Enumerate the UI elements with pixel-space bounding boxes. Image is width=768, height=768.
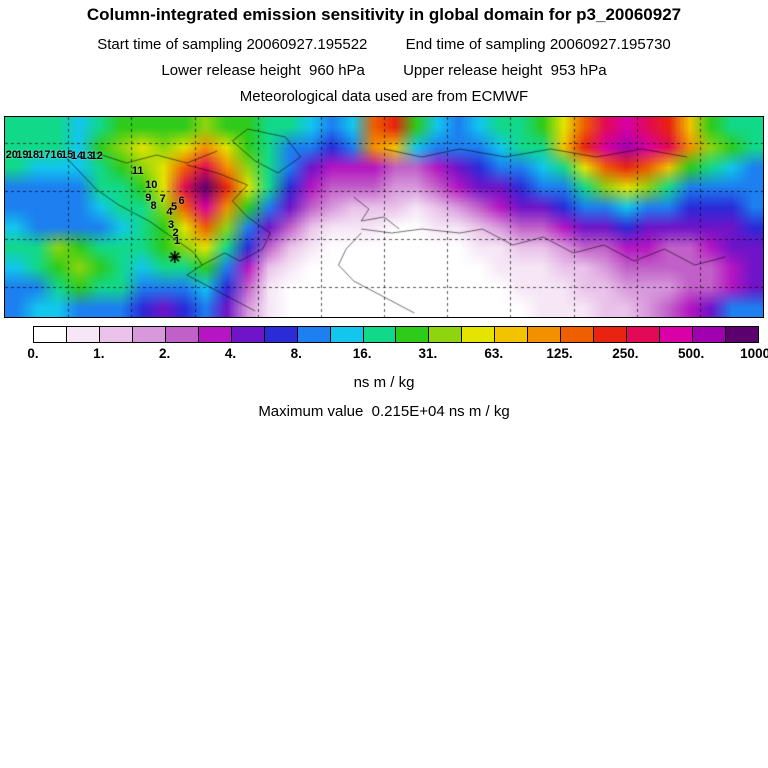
release-heights-line: Lower release height 960 hPa Upper relea…: [0, 62, 768, 79]
colorbar-segment: [34, 327, 66, 342]
colorbar-tick-label: 31.: [418, 346, 438, 361]
colorbar-tick-label: 500.: [678, 346, 705, 361]
colorbar-segment: [560, 327, 594, 342]
colorbar-segment: [65, 327, 99, 342]
upper-release-height-label: Upper release height 953 hPa: [403, 62, 607, 79]
colorbar-segment: [362, 327, 396, 342]
units-label: ns m / kg: [353, 374, 415, 391]
colorbar-segment: [659, 327, 693, 342]
colorbar-tick-label: 250.: [612, 346, 639, 361]
colorbar-tick-label: 16.: [352, 346, 372, 361]
start-time-label: Start time of sampling 20060927.195522: [97, 36, 368, 53]
colorbar-segment: [527, 327, 561, 342]
colorbar-segment: [296, 327, 330, 342]
colorbar-tick-label: 125.: [546, 346, 573, 361]
colorbar-segment: [131, 327, 165, 342]
colorbar-segment: [164, 327, 198, 342]
lower-release-height-label: Lower release height 960 hPa: [161, 62, 365, 79]
colorbar-segment: [263, 327, 297, 342]
colorbar-tick-label: 4.: [224, 346, 237, 361]
colorbar-segment: [329, 327, 363, 342]
colorbar-tick-label: 0.: [27, 346, 39, 361]
colorbar-segment: [626, 327, 660, 342]
colorbar-tick-label: 1.: [93, 346, 105, 361]
colorbar-tick-label: 1000.: [740, 346, 768, 361]
colorbar-segment: [197, 327, 231, 342]
colorbar-segment: [230, 327, 264, 342]
sensitivity-map: 20 19 18 17 16 15 14 13 12 11 10 9 8 7 6 5 4 3 2 1: [4, 116, 764, 318]
colorbar-segment: [461, 327, 495, 342]
colorbar-tick-labels: 0. 1. 2. 4. 8. 16. 31. 63. 125. 250. 500. 1000.: [27, 346, 768, 364]
colorbar-segment: [395, 327, 429, 342]
map-canvas: [5, 117, 763, 317]
figure-title: Column-integrated emission sensitivity i…: [86, 5, 682, 24]
colorbar-segment: [98, 327, 132, 342]
colorbar-segment: [494, 327, 528, 342]
colorbar-tick-label: 63.: [484, 346, 504, 361]
sampling-times-line: Start time of sampling 20060927.195522 E…: [0, 36, 768, 53]
colorbar-segment: [725, 327, 758, 342]
colorbar-segment: [692, 327, 726, 342]
max-value-label: Maximum value 0.215E+04 ns m / kg: [258, 403, 510, 420]
end-time-label: End time of sampling 20060927.195730: [405, 36, 671, 53]
colorbar-segment: [593, 327, 627, 342]
colorbar: [33, 326, 759, 343]
colorbar-tick-label: 2.: [158, 346, 171, 361]
colorbar-segment: [428, 327, 462, 342]
met-data-line: Meteorological data used are from ECMWF: [239, 88, 529, 105]
colorbar-tick-label: 8.: [290, 346, 302, 361]
